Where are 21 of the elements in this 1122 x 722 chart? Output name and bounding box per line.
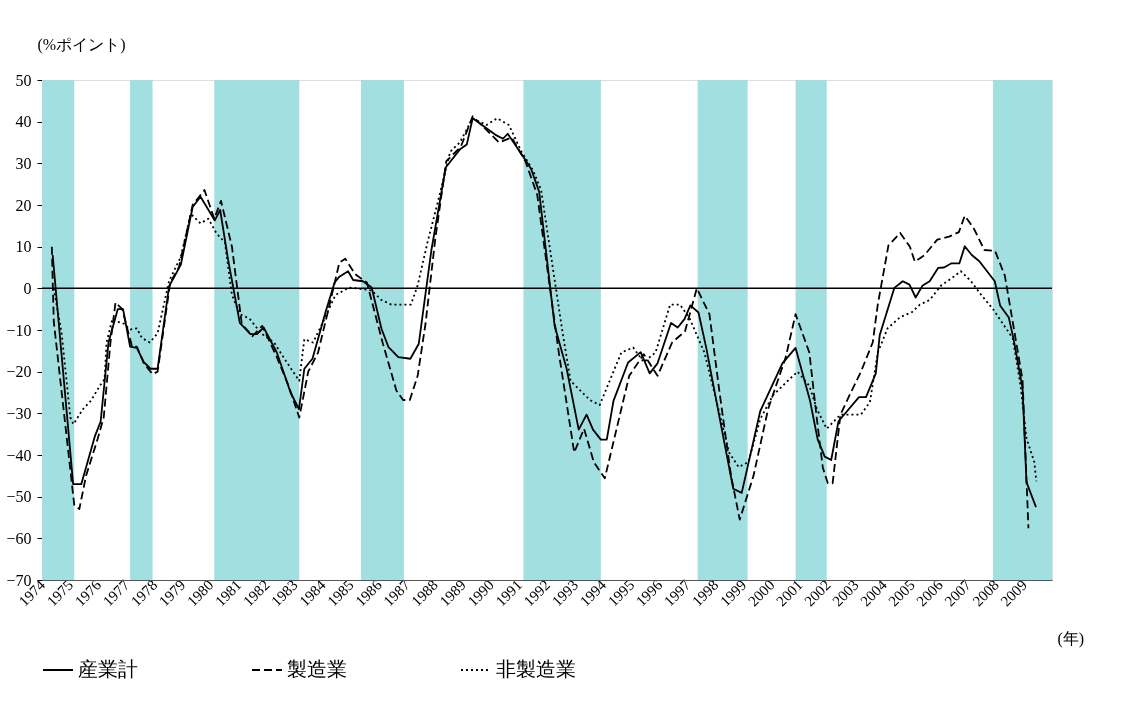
- y-tick-label: 50: [15, 71, 32, 89]
- x-tick-label: 1985: [324, 576, 357, 610]
- y-tick-label: 40: [15, 113, 32, 131]
- y-tick-label: −60: [6, 529, 32, 547]
- legend-label: 製造業: [287, 658, 347, 680]
- y-tick-label: 10: [15, 238, 32, 256]
- y-tick-label: −30: [6, 404, 32, 422]
- x-tick-label: 1978: [127, 576, 161, 610]
- x-tick-label: 1988: [408, 576, 441, 610]
- y-tick-label: −50: [6, 488, 32, 506]
- y-axis-title: (%ポイント): [37, 35, 126, 54]
- y-tick-label: −10: [6, 321, 32, 339]
- x-axis-title: (年): [1057, 629, 1085, 648]
- y-tick-label: −40: [6, 446, 32, 464]
- y-tick-label: 0: [23, 279, 32, 297]
- y-tick-label: 20: [15, 196, 32, 214]
- x-tick-label: 1998: [688, 576, 722, 610]
- legend-label: 非製造業: [496, 658, 576, 680]
- y-tick-label: 30: [15, 154, 32, 172]
- legend-label: 産業計: [78, 658, 138, 680]
- y-tick-label: −20: [6, 363, 32, 381]
